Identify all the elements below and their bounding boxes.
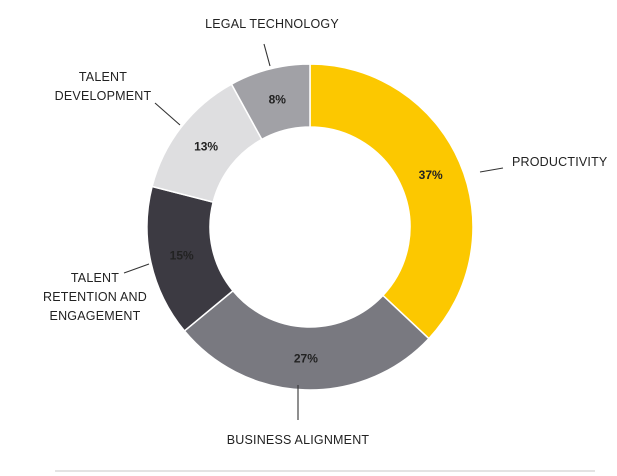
- slice-category-label: BUSINESS ALIGNMENT: [227, 433, 370, 447]
- slice-category-label: TALENT DEVELOPMENT: [55, 70, 152, 103]
- slice-percent-label: 15%: [170, 249, 194, 263]
- leader-line: [263, 43, 271, 67]
- donut-slice: [309, 63, 474, 340]
- donut-slice: [183, 289, 430, 391]
- slice-percent-label: 27%: [294, 351, 318, 365]
- slice-percent-label: 37%: [419, 168, 443, 182]
- slice-category-label: TALENT RETENTION AND ENGAGEMENT: [43, 271, 147, 323]
- leader-line: [123, 263, 150, 274]
- slice-percent-label: 13%: [194, 139, 218, 153]
- donut-slice: [230, 63, 311, 141]
- slice-category-label: LEGAL TECHNOLOGY: [205, 17, 339, 31]
- bottom-divider: [55, 470, 595, 472]
- leader-line: [479, 167, 504, 173]
- slice-percent-label: 8%: [269, 93, 287, 107]
- slice-category-label: PRODUCTIVITY: [512, 155, 608, 169]
- leader-line: [154, 102, 181, 126]
